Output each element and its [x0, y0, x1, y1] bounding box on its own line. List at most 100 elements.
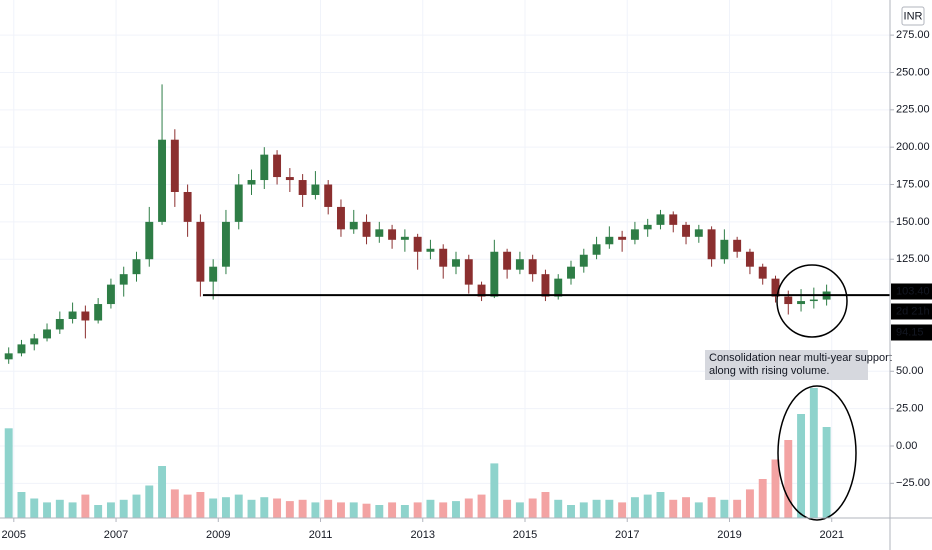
- candle-body: [132, 259, 141, 275]
- volume-bar: [94, 505, 103, 518]
- y-tick-label: 125.00: [896, 253, 930, 265]
- volume-bar: [375, 505, 384, 518]
- volume-bar: [132, 494, 141, 518]
- candle-body: [4, 353, 13, 360]
- volume-bar: [618, 502, 627, 518]
- candle-body: [81, 311, 90, 321]
- y-tick-label: 50.00: [896, 365, 924, 377]
- y-tick-label: 250.00: [896, 66, 930, 78]
- volume-bar: [797, 414, 806, 518]
- volume-bar: [784, 440, 793, 518]
- volume-bar: [656, 492, 665, 518]
- x-tick-label: 2021: [819, 529, 843, 541]
- low-price-label: 94.15: [896, 326, 924, 338]
- candle-body: [94, 304, 103, 321]
- volume-bar: [145, 485, 154, 518]
- x-tick-label: 2015: [513, 529, 537, 541]
- candle-body: [452, 259, 460, 267]
- grid: [0, 0, 890, 518]
- candle-body: [618, 236, 627, 240]
- currency-box[interactable]: [901, 6, 925, 26]
- candle-body: [375, 229, 384, 237]
- candle-body: [337, 206, 345, 230]
- candle-body: [439, 248, 448, 267]
- y-tick-label: 225.00: [896, 104, 930, 116]
- candle-body: [694, 229, 703, 237]
- volume-bar: [503, 499, 512, 518]
- volume-bar: [707, 497, 716, 518]
- volume-bar: [30, 498, 39, 518]
- volume-bar: [298, 499, 307, 518]
- volume-bar: [515, 502, 524, 518]
- volume-bar: [452, 501, 460, 518]
- volume-bar: [554, 499, 563, 518]
- overlay-layer: Consolidation near multi-year supportalo…: [202, 264, 892, 521]
- candle-body: [221, 221, 230, 267]
- countdown-label: 2d 21h: [896, 305, 930, 317]
- candle-body: [579, 254, 588, 267]
- volume-bar: [221, 497, 230, 518]
- candle-body: [43, 329, 51, 339]
- volume-bar: [541, 492, 550, 518]
- candle-body: [106, 284, 115, 305]
- x-tick-label: 2007: [104, 529, 128, 541]
- volume-bar: [439, 502, 448, 518]
- candle-body: [234, 184, 243, 222]
- annotation-text: Consolidation near multi-year support: [709, 352, 892, 364]
- volume-bar: [43, 502, 51, 518]
- candle-body: [170, 139, 179, 192]
- currency-label: INR: [904, 10, 923, 22]
- candle-body: [745, 251, 754, 267]
- candle-body: [17, 344, 26, 354]
- volume-layer: [4, 388, 831, 518]
- candle-body: [643, 224, 652, 230]
- volume-bar: [68, 502, 77, 518]
- volume-bar: [388, 502, 397, 518]
- annotation-box: [705, 350, 868, 380]
- volume-bar: [720, 499, 729, 518]
- y-tick-label: 275.00: [896, 29, 930, 41]
- y-tick-label: −25.00: [896, 477, 930, 489]
- candle-body: [809, 299, 818, 302]
- y-tick-label: 175.00: [896, 178, 930, 190]
- candle-body: [55, 318, 64, 330]
- candle-body: [630, 229, 639, 240]
- volume-bar: [630, 497, 639, 518]
- candle-body: [682, 224, 690, 237]
- volume-bar: [4, 428, 13, 518]
- volume-bar: [669, 499, 678, 518]
- volume-bar: [106, 502, 115, 518]
- candle-body: [273, 154, 282, 178]
- candle-body: [758, 266, 767, 279]
- countdown-box: [891, 303, 932, 320]
- volume-bar: [490, 463, 499, 518]
- candle-body: [733, 239, 742, 252]
- volume-bar: [311, 502, 320, 518]
- volume-bar: [809, 388, 818, 518]
- volume-bar: [745, 489, 754, 518]
- annotation-text: along with rising volume.: [709, 365, 829, 377]
- candle-body: [541, 274, 550, 297]
- candle-body: [464, 259, 473, 285]
- volume-bar: [682, 497, 690, 518]
- candle-body: [298, 180, 307, 195]
- candle-body: [196, 221, 205, 282]
- candle-body: [656, 214, 665, 225]
- x-tick-label: 2011: [309, 529, 333, 541]
- candle-body: [490, 251, 499, 297]
- candle-body: [388, 229, 397, 240]
- candle-body: [119, 274, 128, 285]
- candle-body: [477, 284, 486, 297]
- highlight-circle: [777, 385, 857, 521]
- candle-body: [605, 236, 614, 245]
- candle-body: [720, 239, 729, 260]
- candle-body: [260, 154, 269, 181]
- volume-bar: [477, 494, 486, 518]
- candle-layer: [4, 84, 831, 364]
- candle-body: [592, 244, 601, 255]
- x-tick-label: 2009: [206, 529, 230, 541]
- volume-bar: [579, 502, 588, 518]
- candle-body: [183, 191, 192, 222]
- candle-body: [784, 296, 793, 305]
